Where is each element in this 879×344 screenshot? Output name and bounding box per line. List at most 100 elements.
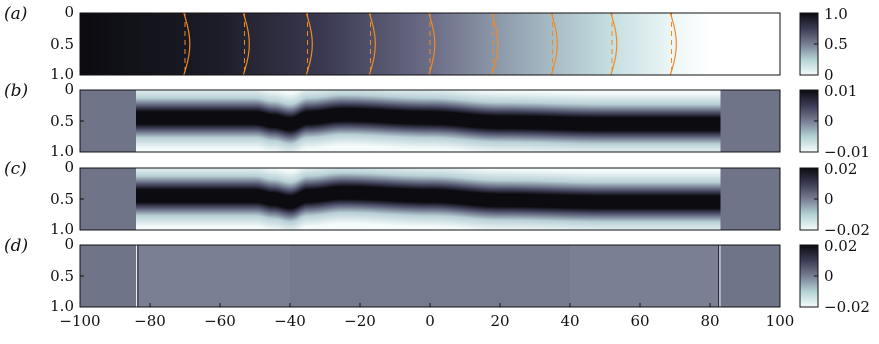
- band-slice: [646, 171, 648, 234]
- band-slice: [161, 164, 163, 227]
- band-slice: [576, 92, 578, 155]
- panel-d: (d) 0 0.5 1.0 0.02 0 −0.02: [4, 231, 870, 321]
- band-slice: [197, 86, 199, 149]
- band-slice: [444, 165, 446, 228]
- profile-curve: [669, 12, 677, 76]
- band-slice: [302, 166, 304, 229]
- band-slice: [256, 164, 258, 227]
- band-slice: [216, 164, 218, 227]
- band-slice: [395, 163, 397, 226]
- band-slice: [370, 84, 372, 147]
- band-slice: [530, 169, 532, 232]
- band-slice: [521, 169, 523, 232]
- band-slice: [417, 86, 419, 149]
- band-slice: [650, 93, 652, 156]
- band-slice: [650, 171, 652, 234]
- band-slice: [694, 93, 696, 156]
- band-slice: [465, 167, 467, 230]
- band-slice: [475, 90, 477, 153]
- band-slice: [577, 92, 579, 155]
- band-slice: [380, 85, 382, 148]
- band-slice: [394, 85, 396, 148]
- band-slice: [227, 86, 229, 149]
- band-slice: [286, 170, 288, 233]
- y-tick-label: 0: [64, 235, 74, 253]
- band-slice: [593, 171, 595, 234]
- band-slice: [420, 164, 422, 227]
- band-slice: [336, 84, 338, 147]
- band-slice: [506, 91, 508, 154]
- band-slice: [697, 171, 699, 234]
- band-slice: [694, 171, 696, 234]
- band-slice: [303, 87, 305, 150]
- band-slice: [605, 171, 607, 234]
- band-slice: [254, 86, 256, 149]
- band-slice: [230, 164, 232, 227]
- band-slice: [411, 164, 413, 227]
- band-slice: [312, 164, 314, 227]
- band-slice: [227, 164, 229, 227]
- band-slice: [436, 164, 438, 227]
- x-tick-label: 20: [490, 312, 509, 330]
- band-slice: [687, 93, 689, 156]
- band-slice: [495, 169, 497, 232]
- band-slice: [380, 163, 382, 226]
- band-slice: [519, 91, 521, 154]
- band-slice: [199, 86, 201, 149]
- band-slice: [502, 169, 504, 232]
- band-slice: [461, 88, 463, 151]
- band-slice: [702, 171, 704, 234]
- band-slice: [716, 171, 718, 234]
- y-tick-label: 0.5: [50, 190, 74, 208]
- band-slice: [359, 162, 361, 225]
- band-slice: [299, 167, 301, 230]
- band-slice: [316, 164, 318, 227]
- band-slice: [284, 170, 286, 233]
- band-slice: [207, 86, 209, 149]
- band-slice: [367, 162, 369, 225]
- band-slice: [368, 84, 370, 147]
- mask-top: [79, 0, 781, 13]
- band-slice: [529, 91, 531, 154]
- band-slice: [705, 93, 707, 156]
- band-slice: [569, 170, 571, 233]
- band-slice: [317, 86, 319, 149]
- band-slice: [314, 86, 316, 149]
- band-slice: [271, 89, 273, 152]
- band-slice: [144, 164, 146, 227]
- band-slice: [306, 165, 308, 228]
- band-slice: [677, 171, 679, 234]
- band-slice: [486, 90, 488, 153]
- band-slice: [669, 93, 671, 156]
- band-slice: [664, 93, 666, 156]
- band-slice: [412, 164, 414, 227]
- band-slice: [701, 171, 703, 234]
- band-slice: [144, 86, 146, 149]
- band-slice: [500, 169, 502, 232]
- band-slice: [617, 171, 619, 234]
- band-slice: [564, 170, 566, 233]
- band-slice: [500, 91, 502, 154]
- colorbar-tick-label: 0.5: [824, 35, 848, 53]
- band-slice: [533, 91, 535, 154]
- band-slice: [590, 93, 592, 156]
- band-slice: [599, 171, 601, 234]
- band-slice: [279, 90, 281, 153]
- band-slice: [256, 86, 258, 149]
- band-slice: [334, 84, 336, 147]
- band-slice: [507, 169, 509, 232]
- band-slice: [441, 87, 443, 150]
- band-slice: [630, 93, 632, 156]
- band-slice: [384, 163, 386, 226]
- band-slice: [260, 87, 262, 150]
- band-slice: [480, 168, 482, 231]
- band-slice: [173, 164, 175, 227]
- band-slice: [636, 93, 638, 156]
- band-slice: [189, 86, 191, 149]
- band-slice: [558, 92, 560, 155]
- band-slice: [421, 86, 423, 149]
- band-slice: [588, 92, 590, 155]
- band-slice: [264, 166, 266, 229]
- mask-bottom: [79, 307, 781, 321]
- band-slice: [574, 92, 576, 155]
